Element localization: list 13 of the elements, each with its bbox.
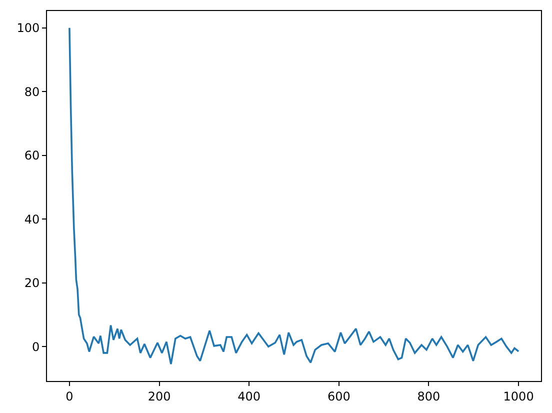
y-tick-label: 60 [24,148,40,163]
x-tick-label: 200 [148,389,171,404]
x-tick-label: 0 [66,389,74,404]
x-tick-label: 800 [417,389,440,404]
y-tick-label: 0 [32,340,40,354]
line-series [68,26,520,366]
y-tick-label: 80 [24,84,40,99]
y-tick-label: 100 [16,21,40,36]
y-tick-label: 20 [24,276,40,290]
x-tick-label: 600 [327,389,350,404]
x-tick-label: 400 [238,389,261,404]
y-tick-label: 40 [24,212,40,226]
x-tick-label: 1000 [503,389,534,404]
